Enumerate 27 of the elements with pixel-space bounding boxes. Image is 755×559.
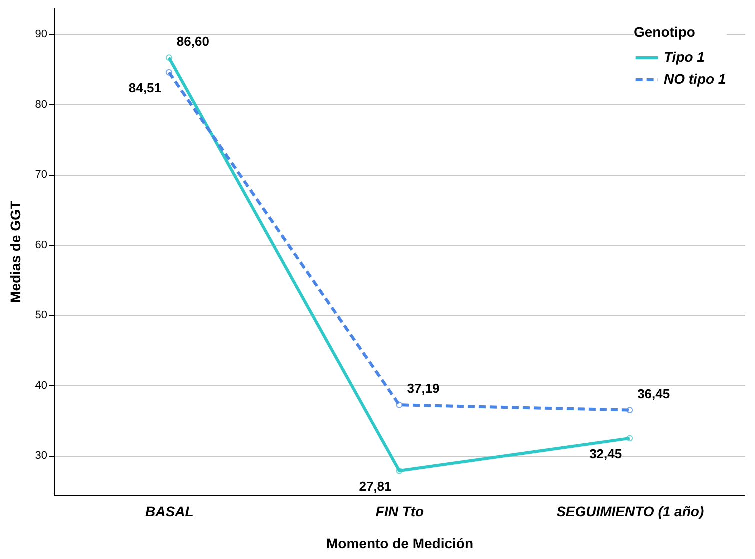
point <box>396 468 403 474</box>
point <box>166 69 172 76</box>
data-label: 36,45 <box>638 386 670 402</box>
y-tick-label: 60 <box>35 239 48 252</box>
y-tick-label: 40 <box>35 380 48 392</box>
x-tick-label: SEGUIMIENTO (1 año) <box>556 504 704 520</box>
point <box>396 402 403 408</box>
y-tick-label: 90 <box>35 28 48 40</box>
legend-label: NO tipo 1 <box>664 71 726 87</box>
data-label: 86,60 <box>176 34 210 49</box>
x-tick-label: BASAL <box>146 504 194 520</box>
y-tick-label: 80 <box>35 98 48 111</box>
point <box>166 54 172 62</box>
y-tick-label: 30 <box>35 450 48 462</box>
data-label: 32,45 <box>590 446 622 462</box>
legend-label: Tipo 1 <box>664 49 706 65</box>
x-axis-title: Momento de Medición <box>326 536 474 552</box>
data-label: 37,19 <box>407 381 440 396</box>
x-tick-label: FIN Tto <box>376 504 425 520</box>
data-label: 84,51 <box>128 80 162 96</box>
point <box>626 407 634 414</box>
y-axis-title: Medias de GGT <box>7 200 24 303</box>
y-tick-label: 50 <box>35 310 48 322</box>
y-tick-label: 70 <box>35 169 48 182</box>
legend-title: Genotipo <box>634 24 696 40</box>
data-label: 27,81 <box>359 479 392 494</box>
point <box>626 435 634 442</box>
